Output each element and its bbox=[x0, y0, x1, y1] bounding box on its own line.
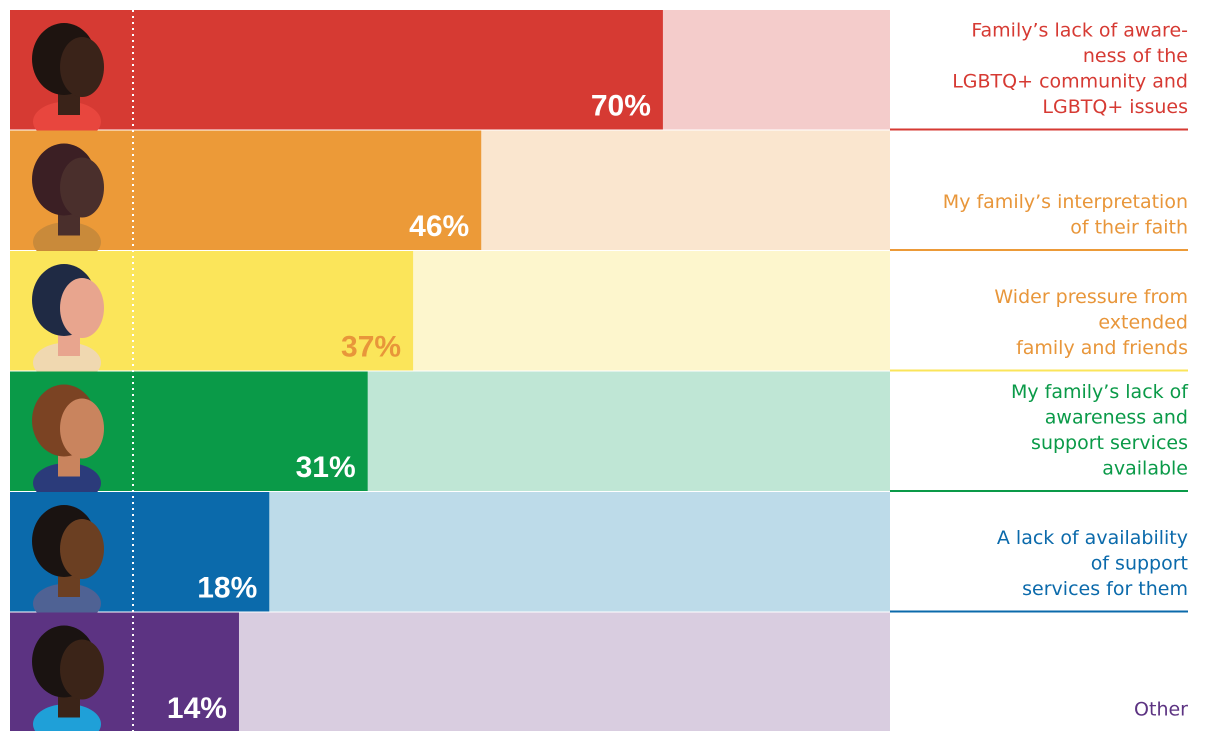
portrait-face bbox=[60, 399, 104, 459]
portrait-face bbox=[60, 37, 104, 97]
bar bbox=[10, 10, 663, 130]
category-label: Wider pressure from bbox=[994, 286, 1188, 308]
category-label: ness of the bbox=[1083, 45, 1188, 67]
category-label: Family’s lack of aware- bbox=[971, 20, 1188, 42]
chart: 70% Family’s lack of aware-ness of the LGB… bbox=[0, 0, 1208, 731]
category-label: My family’s interpretation bbox=[943, 191, 1188, 213]
value-label: 14% bbox=[167, 692, 227, 725]
category-label: Other bbox=[1134, 699, 1188, 721]
category-label: of support bbox=[1091, 553, 1188, 575]
category-label: awareness and bbox=[1045, 407, 1188, 429]
value-label: 18% bbox=[197, 571, 257, 604]
value-label: 46% bbox=[409, 210, 469, 243]
value-label: 37% bbox=[341, 330, 401, 363]
portrait-face bbox=[60, 519, 104, 579]
category-label: available bbox=[1102, 458, 1188, 480]
portrait-face bbox=[60, 640, 104, 700]
category-label: extended bbox=[1098, 312, 1188, 334]
portrait-face bbox=[60, 158, 104, 218]
page: {"chart_data": {"type": "bar", "orientat… bbox=[0, 0, 1208, 731]
category-label: of their faith bbox=[1070, 217, 1188, 239]
value-label: 70% bbox=[591, 89, 651, 122]
category-label: LGBTQ+ community and bbox=[952, 71, 1188, 93]
portrait-face bbox=[60, 278, 104, 338]
category-label: support services bbox=[1031, 432, 1188, 454]
category-label: family and friends bbox=[1016, 337, 1188, 359]
category-label: A lack of availability bbox=[997, 527, 1188, 549]
category-label: LGBTQ+ issues bbox=[1042, 96, 1188, 118]
category-label: services for them bbox=[1022, 578, 1188, 600]
value-label: 31% bbox=[296, 451, 356, 484]
category-label: My family’s lack of bbox=[1011, 381, 1189, 403]
